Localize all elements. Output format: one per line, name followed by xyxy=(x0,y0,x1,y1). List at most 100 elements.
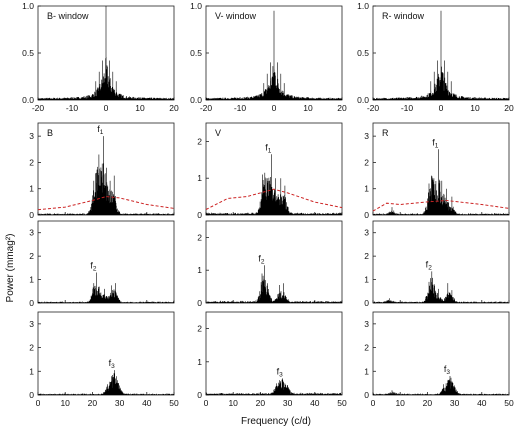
x-tick-label: 20 xyxy=(337,103,347,113)
signal-bars xyxy=(373,271,509,303)
y-tick-label: 3 xyxy=(364,319,369,329)
signal-bars xyxy=(38,136,174,215)
panel-frame xyxy=(205,220,343,304)
signal-bars xyxy=(206,265,342,303)
y-tick-label: 0 xyxy=(197,210,202,220)
x-tick-label: 0 xyxy=(104,103,109,113)
y-tick-label: 0 xyxy=(197,298,202,308)
signal-bars xyxy=(206,378,342,395)
y-tick-label: 2 xyxy=(364,157,369,167)
signal-bars xyxy=(373,376,509,395)
threshold-curve xyxy=(372,199,510,212)
y-tick-label: 2 xyxy=(29,343,34,353)
peak-label: f1 xyxy=(97,124,104,136)
y-tick-label: 0 xyxy=(364,298,369,308)
panel-label: V xyxy=(215,128,221,138)
y-tick-label: 3 xyxy=(364,131,369,141)
x-tick-label: -20 xyxy=(367,103,380,113)
x-tick-label: 20 xyxy=(88,398,98,408)
signal-bars xyxy=(373,149,509,215)
peak-label: f1 xyxy=(265,142,272,154)
x-tick-label: -10 xyxy=(66,103,79,113)
y-tick-label: 1 xyxy=(197,265,202,275)
peak-label: f3 xyxy=(444,364,451,376)
y-tick-label: 2 xyxy=(197,324,202,334)
panel-label: B- window xyxy=(47,11,89,21)
panel-label: V- window xyxy=(215,11,257,21)
panel-V-2: 0 1 2 f2 xyxy=(197,220,343,308)
y-tick-label: 1 xyxy=(364,184,369,194)
panel-window-R: 0.0 0.5 1.0 -20 -10 0 10 20 R- window xyxy=(357,1,514,113)
y-tick-label: 1 xyxy=(29,184,34,194)
x-tick-label: 20 xyxy=(169,103,179,113)
x-tick-label: -10 xyxy=(401,103,414,113)
peak-label: f2 xyxy=(426,259,433,271)
y-tick-label: 2 xyxy=(29,251,34,261)
panel-B-2: 0 1 2 3 f2 xyxy=(29,220,175,308)
y-tick-label: 0.0 xyxy=(22,95,34,105)
x-tick-label: 40 xyxy=(142,398,152,408)
signal-bars xyxy=(38,370,174,395)
peak-label: f2 xyxy=(258,253,265,265)
x-tick-label: 20 xyxy=(256,398,266,408)
x-tick-label: 10 xyxy=(60,398,70,408)
x-axis-label: Frequency (c/d) xyxy=(241,416,311,427)
x-tick-label: 0 xyxy=(439,103,444,113)
y-tick-label: 2 xyxy=(364,343,369,353)
y-tick-label: 3 xyxy=(364,228,369,238)
x-tick-label: -20 xyxy=(32,103,45,113)
peak-label: f1 xyxy=(432,137,439,149)
y-tick-label: 3 xyxy=(29,131,34,141)
y-axis-label: Power (mmag²) xyxy=(5,234,16,303)
x-tick-label: 10 xyxy=(228,398,238,408)
signal-bars xyxy=(38,272,174,303)
x-tick-label: 10 xyxy=(135,103,145,113)
y-tick-label: 1 xyxy=(364,366,369,376)
panel-window-V: 0.0 0.5 1.0 -20 -10 0 10 20 V- window xyxy=(190,1,347,113)
x-tick-label: 30 xyxy=(283,398,293,408)
panel-R-2: 0 1 2 3 f2 xyxy=(364,220,510,308)
x-tick-label: 30 xyxy=(450,398,460,408)
y-tick-label: 0 xyxy=(364,390,369,400)
y-tick-label: 2 xyxy=(197,136,202,146)
y-tick-label: 0.5 xyxy=(22,48,34,58)
y-tick-label: 2 xyxy=(29,157,34,167)
panel-V-1: 0 1 2 Vf1 xyxy=(197,122,343,220)
signal-bars xyxy=(206,154,342,215)
panel-frame xyxy=(205,311,343,396)
x-tick-label: -10 xyxy=(234,103,247,113)
y-tick-label: 0.5 xyxy=(190,48,202,58)
y-tick-label: 1 xyxy=(197,173,202,183)
y-tick-label: 1 xyxy=(29,275,34,285)
x-tick-label: 40 xyxy=(310,398,320,408)
x-tick-label: 40 xyxy=(477,398,487,408)
x-tick-label: 30 xyxy=(115,398,125,408)
y-tick-label: 0.0 xyxy=(357,95,369,105)
panel-frame xyxy=(372,311,510,396)
y-tick-label: 1.0 xyxy=(22,1,34,11)
x-tick-label: -20 xyxy=(200,103,213,113)
panel-label: R xyxy=(382,128,389,138)
threshold-curve xyxy=(205,188,343,210)
y-tick-label: 1.0 xyxy=(357,1,369,11)
signal-bars xyxy=(205,10,343,100)
x-tick-label: 0 xyxy=(36,398,41,408)
y-tick-label: 0.5 xyxy=(357,48,369,58)
x-tick-label: 0 xyxy=(204,398,209,408)
y-tick-label: 0.0 xyxy=(190,95,202,105)
peak-label: f3 xyxy=(277,366,284,378)
peak-label: f3 xyxy=(109,358,116,370)
y-tick-label: 1 xyxy=(197,357,202,367)
y-tick-label: 3 xyxy=(29,319,34,329)
y-tick-label: 1 xyxy=(364,275,369,285)
y-tick-label: 2 xyxy=(197,232,202,242)
panel-R-1: 0 1 2 3 Rf1 xyxy=(364,122,510,220)
y-tick-label: 0 xyxy=(197,390,202,400)
x-tick-label: 50 xyxy=(504,398,514,408)
x-tick-label: 10 xyxy=(470,103,480,113)
x-tick-label: 0 xyxy=(371,398,376,408)
